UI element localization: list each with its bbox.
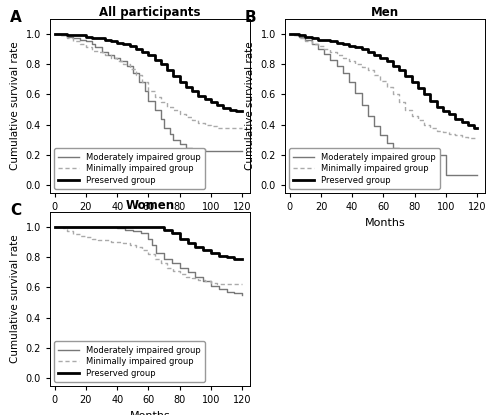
X-axis label: Months: Months xyxy=(130,217,170,227)
Y-axis label: Cumulative survival rate: Cumulative survival rate xyxy=(245,42,255,170)
Text: C: C xyxy=(10,203,21,218)
Legend: Moderately impaired group, Minimally impaired group, Preserved group: Moderately impaired group, Minimally imp… xyxy=(54,149,205,189)
Y-axis label: Cumulative survival rate: Cumulative survival rate xyxy=(10,234,20,363)
Legend: Moderately impaired group, Minimally impaired group, Preserved group: Moderately impaired group, Minimally imp… xyxy=(289,149,440,189)
Text: A: A xyxy=(10,10,22,25)
Legend: Moderately impaired group, Minimally impaired group, Preserved group: Moderately impaired group, Minimally imp… xyxy=(54,342,205,382)
Title: Men: Men xyxy=(371,6,399,19)
X-axis label: Months: Months xyxy=(364,217,406,227)
Title: Women: Women xyxy=(126,199,174,212)
Text: B: B xyxy=(245,10,256,25)
Title: All participants: All participants xyxy=(99,6,201,19)
Y-axis label: Cumulative survival rate: Cumulative survival rate xyxy=(10,42,20,170)
X-axis label: Months: Months xyxy=(130,410,170,415)
